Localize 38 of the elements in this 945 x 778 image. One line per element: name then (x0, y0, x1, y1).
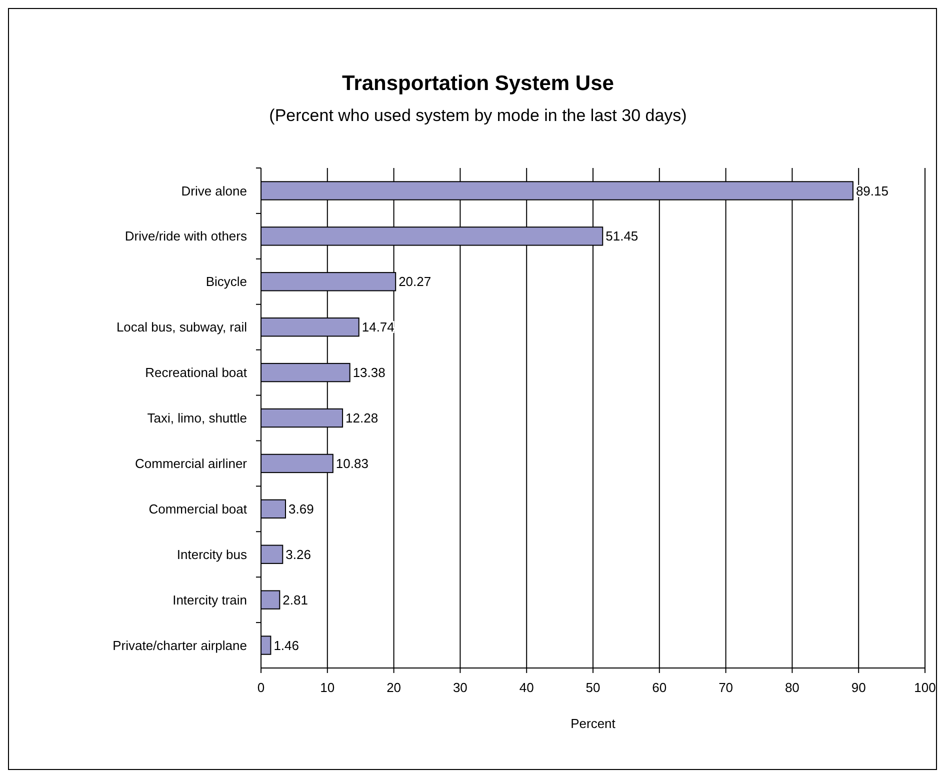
x-tick-label: 20 (386, 680, 402, 695)
x-tick-label: 30 (452, 680, 468, 695)
x-tick-label: 40 (519, 680, 534, 695)
bar (260, 636, 272, 655)
data-label: 3.69 (288, 501, 314, 516)
x-tick-label: 50 (586, 680, 600, 695)
y-tick-label: Bicycle (206, 274, 247, 290)
x-tick-label: 70 (718, 680, 734, 695)
x-tick-label: 90 (851, 680, 866, 695)
y-tick-label: Taxi, limo, shuttle (147, 410, 247, 426)
y-tick-label: Intercity train (172, 592, 247, 608)
x-tick-label: 60 (652, 680, 667, 695)
y-tick-label: Drive alone (181, 183, 247, 198)
y-tick-label: Intercity bus (176, 546, 248, 562)
x-tick-label: 10 (320, 680, 335, 695)
chart-subtitle: (Percent who used system by mode in the last 30 days) (269, 106, 687, 125)
y-tick-label: Local bus, subway, rail (116, 320, 248, 335)
y-tick-label: Private/charter airplane (112, 638, 247, 653)
data-label: 3.26 (286, 546, 311, 562)
data-label: 1.46 (274, 638, 300, 653)
x-tick-label: 80 (784, 680, 800, 695)
data-label: 13.38 (352, 365, 386, 380)
y-tick-label: Recreational boat (145, 365, 248, 380)
data-label: 10.83 (336, 456, 368, 472)
bar (260, 544, 284, 564)
y-tick-label: Commercial boat (148, 501, 248, 516)
data-label: 20.27 (398, 274, 432, 290)
x-axis-title: Percent (570, 716, 616, 731)
bar (260, 590, 280, 610)
y-tick-label: Commercial airliner (135, 456, 248, 472)
x-tick-label: 0 (257, 680, 265, 695)
chart-title: Transportation System Use (342, 72, 614, 95)
bar (260, 499, 286, 518)
data-label: 2.81 (282, 592, 308, 608)
data-label: 12.28 (346, 410, 378, 426)
data-label: 51.45 (606, 228, 638, 244)
x-tick-label: 100 (914, 680, 936, 695)
y-tick-label: Drive/ride with others (124, 228, 248, 244)
